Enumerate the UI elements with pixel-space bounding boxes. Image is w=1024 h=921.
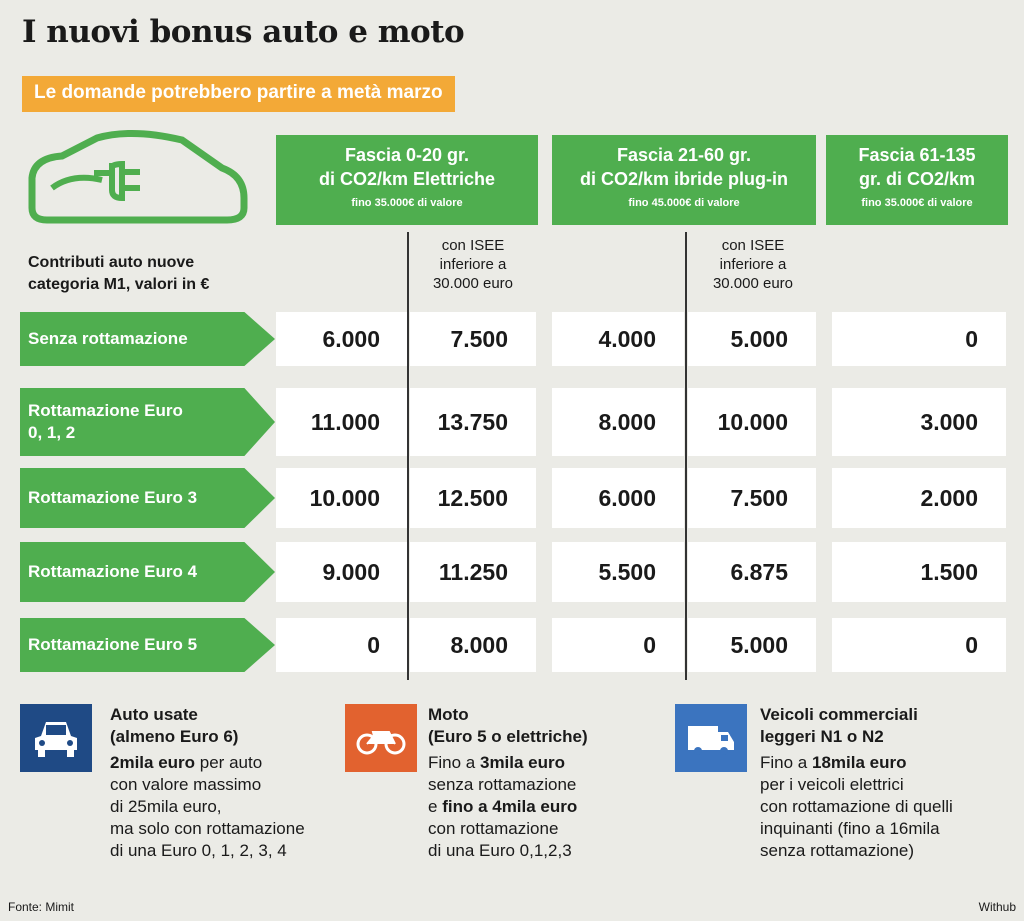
- value-cell: 5.000: [688, 312, 816, 366]
- isee-line: con ISEE: [721, 237, 785, 254]
- value-cell: 0: [276, 618, 408, 672]
- header-note: fino 35.000€ di valore: [861, 197, 973, 209]
- info-text: ma solo con rottamazione: [110, 819, 305, 838]
- info-bold: fino a 4mila euro: [442, 797, 578, 816]
- row-label: Rottamazione Euro 0, 1, 2: [20, 388, 275, 456]
- info-text: per auto: [195, 753, 263, 772]
- value-cell: 0: [832, 312, 1006, 366]
- info-heading: (Euro 5 o elettriche): [428, 727, 588, 746]
- header-fascia-61-135: Fascia 61-135 gr. di CO2/km fino 35.000€…: [826, 135, 1008, 225]
- value-cell: 2.000: [832, 468, 1006, 528]
- source-note: Fonte: Mimit: [8, 900, 75, 914]
- isee-note: con ISEE inferiore a 30.000 euro: [408, 236, 538, 293]
- subtitle-banner: Le domande potrebbero partire a metà mar…: [22, 76, 455, 112]
- car-icon: [20, 704, 92, 772]
- value-cell: 7.500: [410, 312, 536, 366]
- info-bold: 3mila euro: [479, 753, 566, 772]
- caption-line: Contributi auto nuove: [28, 254, 195, 271]
- header-line: gr. di CO2/km: [858, 169, 976, 189]
- header-line: Fascia 0-20 gr.: [344, 145, 470, 165]
- header-note: fino 45.000€ di valore: [628, 197, 740, 209]
- row-label: Rottamazione Euro 3: [20, 468, 275, 528]
- info-text: senza rottamazione): [760, 841, 915, 860]
- info-heading: Auto usate: [110, 705, 198, 724]
- value-cell: 7.500: [688, 468, 816, 528]
- divider: [407, 232, 409, 680]
- header-line: Fascia 21-60 gr.: [616, 145, 752, 165]
- credit: Withub: [978, 900, 1016, 914]
- value-cell: 6.875: [688, 542, 816, 602]
- info-heading: (almeno Euro 6): [110, 727, 239, 746]
- info-bold: 18mila euro: [811, 753, 907, 772]
- info-heading: Veicoli commerciali: [760, 705, 918, 724]
- value-cell: 4.000: [552, 312, 684, 366]
- info-text: Fino a: [760, 753, 812, 772]
- info-text: senza rottamazione: [428, 775, 577, 794]
- value-cell: 12.500: [410, 468, 536, 528]
- header-line: Fascia 61-135: [858, 145, 976, 165]
- header-fascia-0-20: Fascia 0-20 gr. di CO2/km Elettriche fin…: [276, 135, 538, 225]
- van-info: Veicoli commerciali leggeri N1 o N2 Fino…: [760, 704, 953, 862]
- isee-note: con ISEE inferiore a 30.000 euro: [688, 236, 818, 293]
- isee-line: inferiore a: [439, 256, 507, 273]
- value-cell: 10.000: [688, 388, 816, 456]
- info-text: con valore massimo: [110, 775, 262, 794]
- value-cell: 6.000: [552, 468, 684, 528]
- row-label: Rottamazione Euro 5: [20, 618, 275, 672]
- value-cell: 6.000: [276, 312, 408, 366]
- value-cell: 1.500: [832, 542, 1006, 602]
- row-label: Senza rottamazione: [20, 312, 275, 366]
- isee-line: 30.000 euro: [712, 275, 794, 292]
- van-icon: [675, 704, 747, 772]
- header-line: di CO2/km Elettriche: [318, 169, 496, 189]
- electric-car-icon: [28, 130, 248, 224]
- info-heading: Moto: [428, 705, 469, 724]
- value-cell: 0: [832, 618, 1006, 672]
- value-cell: 11.000: [276, 388, 408, 456]
- info-text: per i veicoli elettrici: [760, 775, 904, 794]
- value-cell: 8.000: [552, 388, 684, 456]
- isee-line: 30.000 euro: [432, 275, 514, 292]
- value-cell: 3.000: [832, 388, 1006, 456]
- page-title: I nuovi bonus auto e moto: [22, 14, 465, 50]
- info-text: Fino a: [428, 753, 480, 772]
- value-cell: 5.500: [552, 542, 684, 602]
- info-text: di 25mila euro,: [110, 797, 222, 816]
- moto-info: Moto (Euro 5 o elettriche) Fino a 3mila …: [428, 704, 588, 862]
- isee-line: con ISEE: [441, 237, 505, 254]
- value-cell: 13.750: [410, 388, 536, 456]
- info-heading: leggeri N1 o N2: [760, 727, 884, 746]
- value-cell: 8.000: [410, 618, 536, 672]
- header-fascia-21-60: Fascia 21-60 gr. di CO2/km ibride plug-i…: [552, 135, 816, 225]
- caption-line: categoria M1, valori in €: [28, 276, 210, 293]
- header-line: di CO2/km ibride plug-in: [579, 169, 788, 189]
- info-bold: 2mila euro: [110, 753, 196, 772]
- divider: [685, 232, 687, 680]
- value-cell: 0: [552, 618, 684, 672]
- table-caption: Contributi auto nuove categoria M1, valo…: [28, 252, 209, 296]
- info-text: inquinanti (fino a 16mila: [760, 819, 940, 838]
- isee-line: inferiore a: [719, 256, 787, 273]
- value-cell: 11.250: [410, 542, 536, 602]
- value-cell: 5.000: [688, 618, 816, 672]
- row-label: Rottamazione Euro 4: [20, 542, 275, 602]
- info-text: con rottamazione: [428, 819, 559, 838]
- info-text: di una Euro 0,1,2,3: [428, 841, 572, 860]
- info-text: con rottamazione di quelli: [760, 797, 953, 816]
- value-cell: 10.000: [276, 468, 408, 528]
- info-text: e: [428, 797, 443, 816]
- info-text: di una Euro 0, 1, 2, 3, 4: [110, 841, 287, 860]
- used-car-info: Auto usate (almeno Euro 6) 2mila euro pe…: [110, 704, 305, 862]
- header-note: fino 35.000€ di valore: [351, 197, 463, 209]
- motorcycle-icon: [345, 704, 417, 772]
- value-cell: 9.000: [276, 542, 408, 602]
